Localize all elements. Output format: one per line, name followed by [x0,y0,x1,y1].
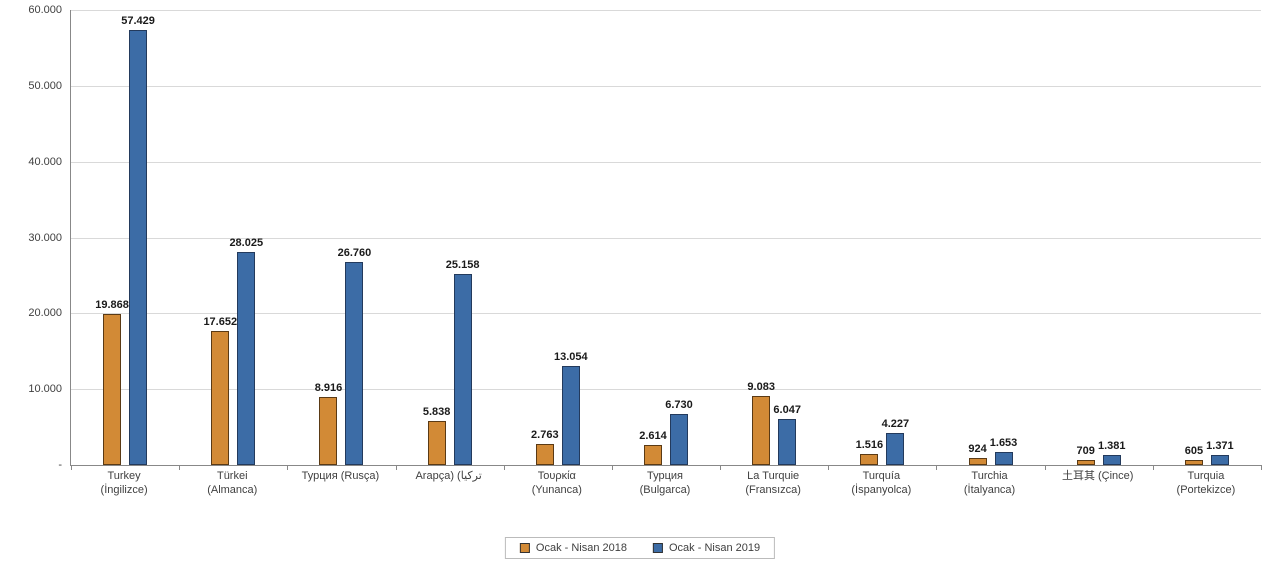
legend-label-2018: Ocak - Nisan 2018 [536,542,627,554]
bar-2019: 1.371 [1211,455,1229,465]
y-tick-label: 40.000 [6,156,62,168]
bar-value-label: 1.381 [1098,440,1126,456]
bar-value-label: 4.227 [882,418,910,434]
bar-value-label: 605 [1185,445,1203,461]
y-tick-label: - [6,459,62,471]
category-label: Турция (Rusça) [286,470,394,484]
y-tick-label: 10.000 [6,383,62,395]
category-label: Arapça) (تركيا [395,470,503,484]
bar-2019: 6.730 [670,414,688,465]
y-tick-label: 20.000 [6,307,62,319]
y-tick-label: 60.000 [6,4,62,16]
bar-value-label: 13.054 [554,351,588,367]
bar-2019: 6.047 [778,419,796,465]
bar-value-label: 2.614 [639,430,667,446]
bar-value-label: 57.429 [121,15,155,31]
y-tick-label: 30.000 [6,232,62,244]
plot-area: 19.86857.42917.65228.0258.91626.7605.838… [70,10,1261,466]
category-label: Türkei(Almanca) [178,470,286,498]
bar-2018: 17.652 [211,331,229,465]
bar-2019: 57.429 [129,30,147,466]
bar-value-label: 26.760 [338,247,372,263]
bar-value-label: 28.025 [229,237,263,253]
bar-2018: 19.868 [103,314,121,465]
bar-value-label: 1.653 [990,437,1018,453]
bar-value-label: 924 [968,443,986,459]
category-label: Turquía(İspanyolca) [827,470,935,498]
bar-value-label: 5.838 [423,406,451,422]
bar-2019: 13.054 [562,366,580,465]
category-label: Τουρκία(Yunanca) [503,470,611,498]
bar-value-label: 709 [1077,445,1095,461]
bar-2019: 28.025 [237,252,255,465]
bar-value-label: 1.371 [1206,440,1234,456]
y-tick-label: 50.000 [6,80,62,92]
bar-2018: 605 [1185,460,1203,465]
legend-label-2019: Ocak - Nisan 2019 [669,542,760,554]
bar-2019: 1.381 [1103,455,1121,465]
gridline [71,86,1261,87]
bar-2018: 9.083 [752,396,770,465]
bar-2019: 1.653 [995,452,1013,465]
category-label: Турция(Bulgarca) [611,470,719,498]
gridline [71,162,1261,163]
x-tick [1261,465,1262,470]
category-label: Turkey(İngilizce) [70,470,178,498]
bar-chart: 19.86857.42917.65228.0258.91626.7605.838… [0,0,1280,567]
gridline [71,10,1261,11]
category-label: Turquia(Portekizce) [1152,470,1260,498]
bar-2018: 8.916 [319,397,337,465]
legend-item-2019: Ocak - Nisan 2019 [653,542,760,554]
bar-value-label: 8.916 [315,382,343,398]
category-label: Turchia(İtalyanca) [935,470,1043,498]
legend: Ocak - Nisan 2018 Ocak - Nisan 2019 [505,537,775,559]
bar-value-label: 6.047 [773,404,801,420]
bar-2018: 2.614 [644,445,662,465]
bar-value-label: 17.652 [203,316,237,332]
bar-2018: 924 [969,458,987,465]
bar-2019: 25.158 [454,274,472,465]
legend-item-2018: Ocak - Nisan 2018 [520,542,627,554]
bar-value-label: 9.083 [747,381,775,397]
category-label: 土耳其 (Çince) [1044,470,1152,484]
bar-2018: 709 [1077,460,1095,465]
bar-value-label: 1.516 [856,439,884,455]
legend-swatch-2018 [520,543,530,553]
bar-value-label: 6.730 [665,399,693,415]
bar-2019: 4.227 [886,433,904,465]
bar-2018: 1.516 [860,454,878,465]
bar-2018: 2.763 [536,444,554,465]
bar-2019: 26.760 [345,262,363,465]
bar-value-label: 19.868 [95,299,129,315]
bar-value-label: 2.763 [531,429,559,445]
legend-swatch-2019 [653,543,663,553]
bar-value-label: 25.158 [446,259,480,275]
category-label: La Turquie(Fransızca) [719,470,827,498]
bar-2018: 5.838 [428,421,446,465]
